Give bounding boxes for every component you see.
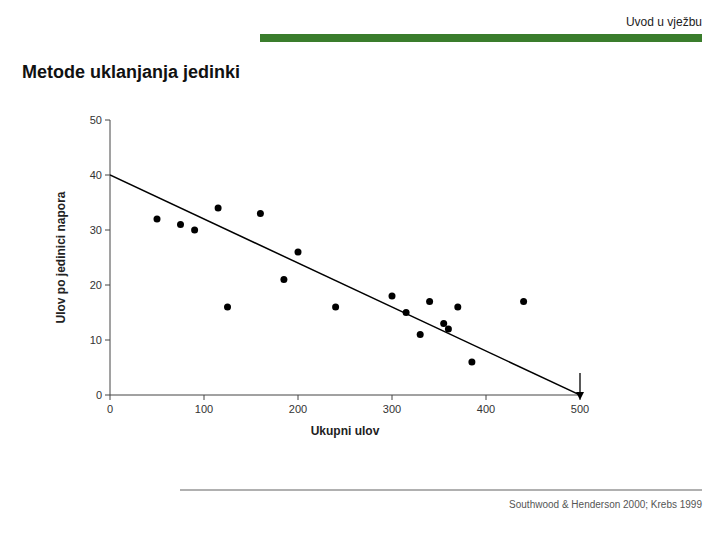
y-tick-label: 40 [90,169,102,181]
x-tick-label: 200 [289,403,307,415]
x-tick-label: 400 [477,403,495,415]
footer-text: Southwood & Henderson 2000; Krebs 1999 [509,499,702,510]
header-text: Uvod u vježbu [626,15,702,29]
footer-line [180,489,702,491]
x-tick [204,395,205,400]
y-tick-label: 0 [96,389,102,401]
y-axis-label: Ulov po jedinici napora [54,191,68,323]
plot-data [110,175,580,395]
y-axis-line [110,120,111,395]
scatter-point [468,359,475,366]
arrow-head [576,392,584,400]
y-tick [105,230,110,231]
x-tick-label: 500 [571,403,589,415]
scatter-point [215,205,222,212]
scatter-point [191,227,198,234]
y-tick-label: 20 [90,279,102,291]
scatter-point [332,304,339,311]
y-tick-label: 10 [90,334,102,346]
scatter-point [389,293,396,300]
y-tick [105,395,110,396]
x-tick [298,395,299,400]
y-tick [105,340,110,341]
chart-title: Metode uklanjanja jedinki [22,62,240,82]
y-tick [105,175,110,176]
scatter-point [417,331,424,338]
scatter-point [177,221,184,228]
scatter-point [280,276,287,283]
y-tick [105,120,110,121]
chart-svg: Uvod u vježbu Metode uklanjanja jedinki 0 1… [0,0,720,540]
x-tick-label: 300 [383,403,401,415]
scatter-point [154,216,161,223]
x-tick [110,395,111,400]
scatter-point [295,249,302,256]
y-tick-label: 50 [90,114,102,126]
x-tick-label: 0 [107,403,113,415]
scatter-point [426,298,433,305]
chart-container: Uvod u vježbu Metode uklanjanja jedinki 0 1… [0,0,720,540]
scatter-point [520,298,527,305]
x-tick [486,395,487,400]
x-axis-line [110,395,580,396]
x-tick [392,395,393,400]
y-tick-label: 30 [90,224,102,236]
header-bar [260,34,702,42]
scatter-point [257,210,264,217]
y-tick [105,285,110,286]
scatter-point [440,320,447,327]
regression-line [110,175,580,395]
x-tick-label: 100 [195,403,213,415]
scatter-point [454,304,461,311]
x-axis-label: Ukupni ulov [311,424,380,438]
scatter-point [224,304,231,311]
